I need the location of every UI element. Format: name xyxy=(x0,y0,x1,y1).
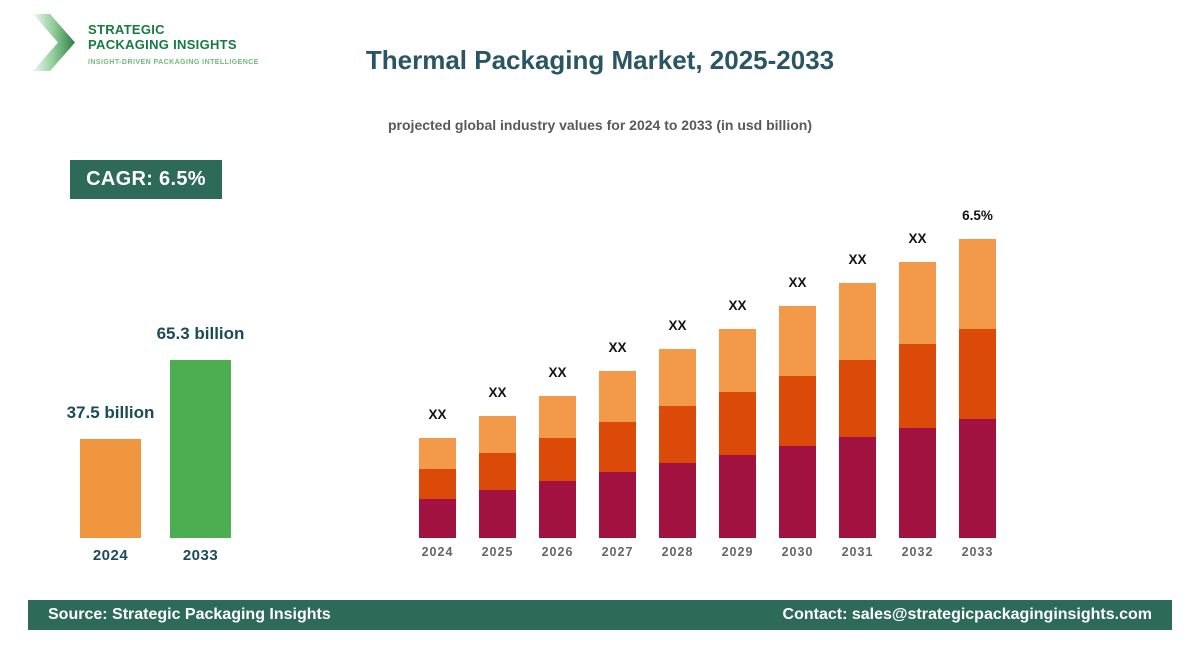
stacked-bar-segment-top-segment xyxy=(899,262,936,344)
stacked-bar-segment-bottom-segment xyxy=(479,490,516,538)
stacked-bar-segment-top-segment xyxy=(719,329,756,392)
stacked-bar-top-label-2030: XX xyxy=(788,275,807,290)
stacked-bar-2029 xyxy=(719,329,756,538)
stacked-bar-segment-top-segment xyxy=(779,306,816,376)
stacked-bar-top-label-2029: XX xyxy=(728,298,747,313)
stacked-bar-top-label-2028: XX xyxy=(668,318,687,333)
stacked-bar-segment-top-segment xyxy=(959,239,996,329)
page-title: Thermal Packaging Market, 2025-2033 xyxy=(365,45,835,75)
stacked-bar-2030 xyxy=(779,306,816,538)
comparison-chart: 37.5 billion 2024 65.3 billion 2033 xyxy=(67,0,245,564)
comparison-value-label-2033: 65.3 billion xyxy=(156,324,245,343)
stacked-bar-2032 xyxy=(899,262,936,538)
stacked-bar-segment-bottom-segment xyxy=(899,428,936,538)
stacked-bar-top-label-2032: XX xyxy=(908,231,927,246)
stacked-bar-top-label-2027: XX xyxy=(608,340,627,355)
stacked-bar-group-2026: XX 2026 xyxy=(539,365,576,559)
stacked-year-label-2026: 2026 xyxy=(541,545,574,559)
comparison-bar-group-2024: 37.5 billion 2024 xyxy=(67,403,155,564)
stacked-year-label-2028: 2028 xyxy=(661,545,694,559)
stacked-bar-segment-top-segment xyxy=(539,396,576,438)
stacked-bar-segment-bottom-segment xyxy=(779,446,816,538)
brand-name-line1: STRATEGIC xyxy=(88,22,165,37)
stacked-bar-segment-top-segment xyxy=(659,349,696,406)
stacked-bar-segment-middle-segment xyxy=(899,344,936,428)
brand-text: STRATEGIC PACKAGING INSIGHTS INSIGHT-DRI… xyxy=(88,14,259,71)
stacked-bar-segment-bottom-segment xyxy=(959,419,996,538)
stacked-bar-top-label-2024: XX xyxy=(428,407,447,422)
stacked-year-label-2032: 2032 xyxy=(901,545,934,559)
stacked-bar-segment-top-segment xyxy=(479,416,516,453)
stacked-bar-group-2025: XX 2025 xyxy=(479,385,516,559)
stacked-bar-segment-middle-segment xyxy=(659,406,696,463)
stacked-bar-segment-bottom-segment xyxy=(599,472,636,538)
stacked-projection-chart: XX 2024 XX 2025 XX 2026 XX 2027 XX 2028 XX 2029 XX 20… xyxy=(419,0,996,559)
stacked-bar-group-2032: XX 2032 xyxy=(899,231,936,559)
stacked-bar-segment-top-segment xyxy=(419,438,456,469)
stacked-bar-group-2033: 6.5% 2033 xyxy=(959,208,996,559)
stacked-bar-group-2031: XX 2031 xyxy=(839,252,876,559)
stacked-bar-group-2030: XX 2030 xyxy=(779,275,816,559)
stacked-bar-group-2027: XX 2027 xyxy=(599,340,636,559)
stacked-bar-2024 xyxy=(419,438,456,538)
stacked-bar-2028 xyxy=(659,349,696,538)
stacked-bar-2025 xyxy=(479,416,516,538)
brand-logo: STRATEGIC PACKAGING INSIGHTS INSIGHT-DRI… xyxy=(33,14,259,71)
cagr-badge: CAGR: 6.5% xyxy=(70,160,222,199)
stacked-bar-top-label-2025: XX xyxy=(488,385,507,400)
stacked-year-label-2027: 2027 xyxy=(601,545,634,559)
stacked-bar-segment-bottom-segment xyxy=(419,499,456,538)
stacked-bar-segment-top-segment xyxy=(599,371,636,422)
chevron-arrow-icon xyxy=(33,14,75,71)
stacked-bar-segment-top-segment xyxy=(839,283,876,360)
stacked-bar-segment-bottom-segment xyxy=(719,455,756,538)
stacked-bar-segment-middle-segment xyxy=(479,453,516,490)
stacked-bar-segment-bottom-segment xyxy=(659,463,696,538)
comparison-bar-2033 xyxy=(170,360,231,538)
stacked-bar-group-2029: XX 2029 xyxy=(719,298,756,559)
stacked-bar-segment-middle-segment xyxy=(599,422,636,472)
footer-bar: Source: Strategic Packaging Insights Con… xyxy=(28,600,1172,630)
comparison-bar-group-2033: 65.3 billion 2033 xyxy=(157,324,245,564)
stacked-bar-top-label-2033: 6.5% xyxy=(962,208,993,223)
comparison-value-label-2024: 37.5 billion xyxy=(66,403,155,422)
stacked-year-label-2024: 2024 xyxy=(421,545,454,559)
stacked-bar-group-2028: XX 2028 xyxy=(659,318,696,559)
brand-name-line2: PACKAGING INSIGHTS xyxy=(88,37,237,52)
comparison-bar-2024 xyxy=(80,439,141,538)
stacked-bar-segment-bottom-segment xyxy=(839,437,876,538)
stacked-bar-segment-middle-segment xyxy=(959,329,996,419)
footer-source: Source: Strategic Packaging Insights xyxy=(48,606,331,623)
stacked-bar-top-label-2031: XX xyxy=(848,252,867,267)
stacked-bar-2031 xyxy=(839,283,876,538)
stacked-year-label-2030: 2030 xyxy=(781,545,814,559)
stacked-bar-segment-bottom-segment xyxy=(539,481,576,538)
stacked-bar-segment-middle-segment xyxy=(839,360,876,437)
stacked-bar-segment-middle-segment xyxy=(719,392,756,455)
footer-contact: Contact: sales@strategicpackaginginsight… xyxy=(782,606,1152,623)
stacked-bar-segment-middle-segment xyxy=(779,376,816,446)
brand-tagline: INSIGHT-DRIVEN PACKAGING INTELLIGENCE xyxy=(88,59,259,66)
stacked-bar-segment-middle-segment xyxy=(539,438,576,481)
stacked-year-label-2033: 2033 xyxy=(961,545,994,559)
stacked-bar-group-2024: XX 2024 xyxy=(419,407,456,559)
stacked-year-label-2025: 2025 xyxy=(481,545,514,559)
stacked-bar-segment-middle-segment xyxy=(419,469,456,499)
stacked-bar-top-label-2026: XX xyxy=(548,365,567,380)
page-subtitle: projected global industry values for 202… xyxy=(388,117,812,133)
stacked-bar-2027 xyxy=(599,371,636,538)
stacked-bar-2033 xyxy=(959,239,996,538)
comparison-year-label-2033: 2033 xyxy=(182,547,219,564)
stacked-year-label-2029: 2029 xyxy=(721,545,754,559)
stacked-year-label-2031: 2031 xyxy=(841,545,874,559)
comparison-year-label-2024: 2024 xyxy=(92,547,129,564)
stacked-bar-2026 xyxy=(539,396,576,538)
